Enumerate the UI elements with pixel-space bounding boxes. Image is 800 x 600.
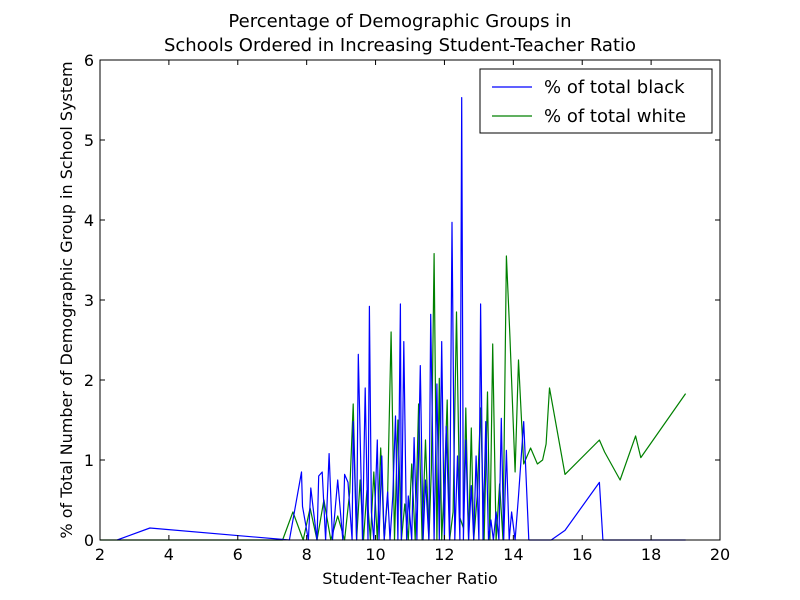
- y-tick-label: 3: [84, 291, 94, 310]
- x-tick-label: 10: [365, 545, 385, 564]
- x-axis: 2 4 6 8 10 12 14 16 18 20: [95, 60, 730, 564]
- y-axis: 0 1 2 3 4 5 6: [84, 51, 720, 550]
- x-tick-label: 4: [164, 545, 174, 564]
- x-axis-label: Student-Teacher Ratio: [322, 569, 498, 588]
- legend: % of total black % of total white: [479, 68, 713, 134]
- y-tick-label: 6: [84, 51, 94, 70]
- chart-title-line-2: Schools Ordered in Increasing Student-Te…: [163, 35, 637, 56]
- x-tick-label: 6: [233, 545, 243, 564]
- legend-label: % of total white: [544, 106, 686, 127]
- x-tick-label: 14: [503, 545, 523, 564]
- series-layer: [100, 96, 687, 541]
- y-tick-label: 0: [84, 531, 94, 550]
- y-tick-label: 2: [84, 371, 94, 390]
- series-line: [116, 96, 686, 541]
- y-tick-label: 5: [84, 131, 94, 150]
- x-tick-label: 20: [710, 545, 730, 564]
- x-tick-label: 12: [434, 545, 454, 564]
- legend-box: [479, 68, 713, 134]
- y-tick-label: 1: [84, 451, 94, 470]
- x-tick-label: 16: [572, 545, 592, 564]
- legend-label: % of total black: [544, 77, 685, 98]
- x-tick-label: 2: [95, 545, 105, 564]
- y-tick-label: 4: [84, 211, 94, 230]
- chart-title-line-1: Percentage of Demographic Groups in: [228, 11, 572, 32]
- y-axis-label: % of Total Number of Demographic Group i…: [57, 61, 76, 538]
- x-tick-label: 8: [302, 545, 312, 564]
- x-tick-label: 18: [641, 545, 661, 564]
